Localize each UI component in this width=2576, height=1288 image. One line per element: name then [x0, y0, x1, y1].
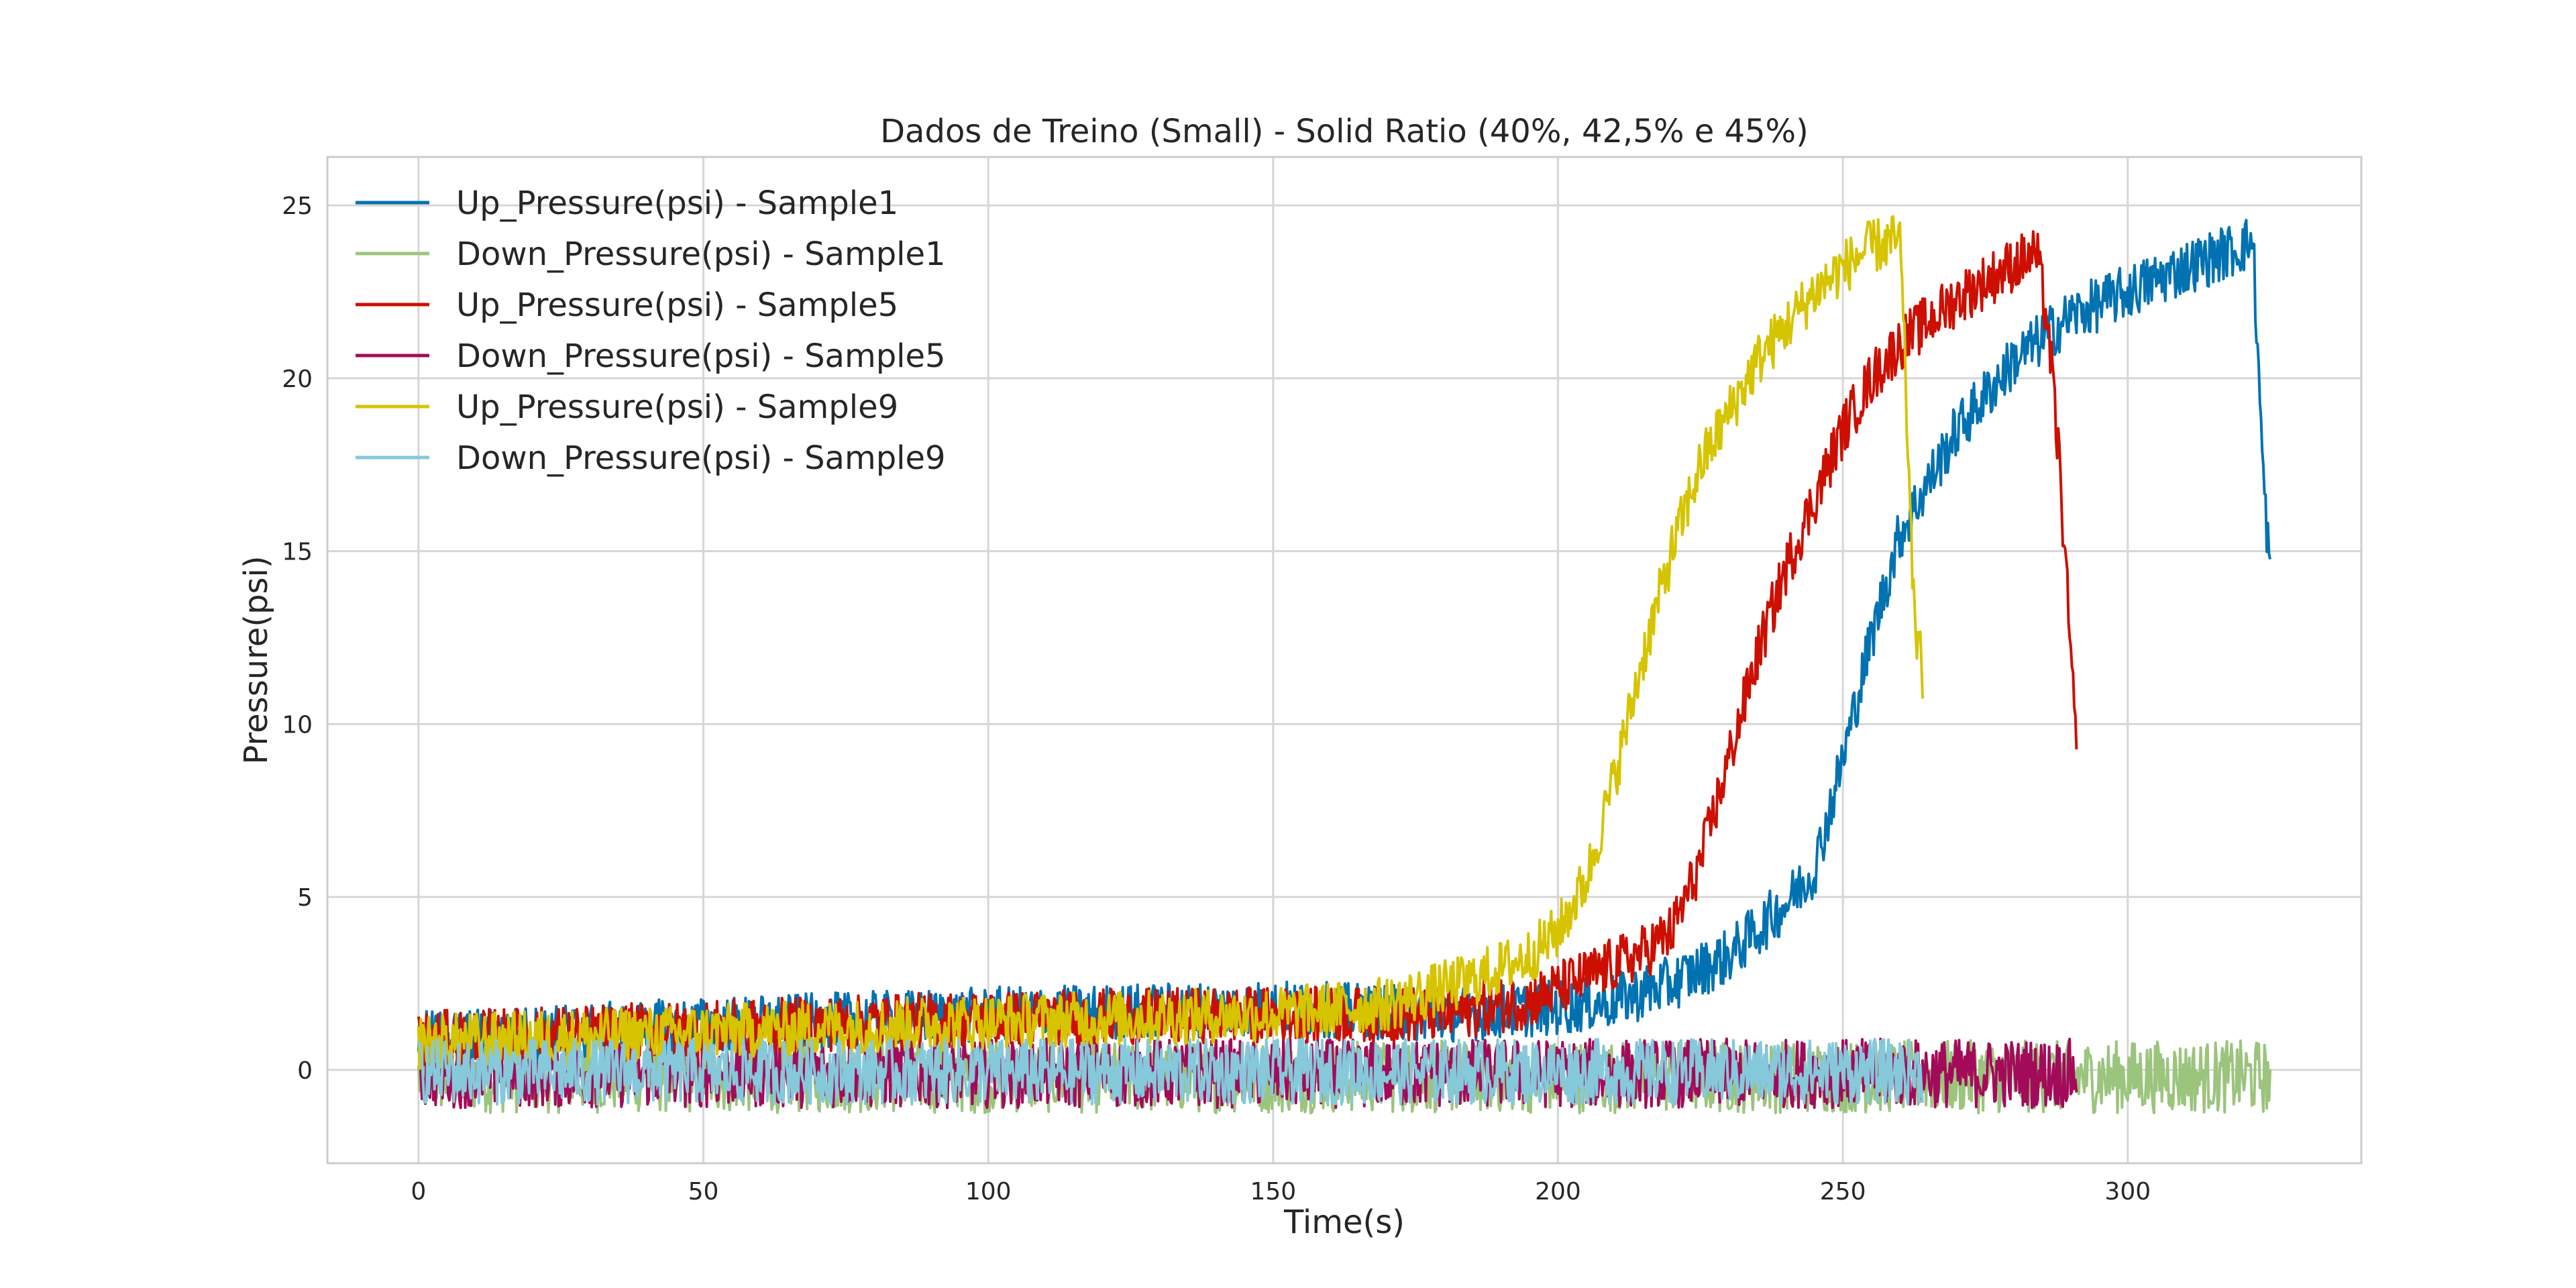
legend: Up_Pressure(psi) - Sample1 Down_Pressure(… [356, 184, 946, 477]
y-axis-label: Pressure(psi) [237, 555, 275, 764]
series-lines [417, 215, 2272, 1115]
series-line [417, 1037, 1924, 1106]
y-tick-label: 15 [282, 539, 313, 566]
x-tick-label: 0 [411, 1178, 426, 1205]
chart-title: Dados de Treino (Small) - Solid Ratio (4… [880, 113, 1809, 150]
x-tick-label: 250 [1820, 1178, 1866, 1205]
y-tick-label: 20 [282, 366, 313, 393]
legend-entry: Up_Pressure(psi) - Sample5 [456, 286, 898, 324]
legend-entry: Up_Pressure(psi) - Sample9 [456, 388, 898, 426]
x-tick-label: 150 [1250, 1178, 1296, 1205]
x-axis-label: Time(s) [1283, 1203, 1405, 1241]
tick-labels: 0 50 100 150 200 250 300 0 5 10 15 20 25 [282, 193, 2151, 1205]
legend-entry: Up_Pressure(psi) - Sample1 [456, 184, 898, 222]
legend-entry: Down_Pressure(psi) - Sample5 [456, 337, 946, 375]
x-tick-label: 200 [1535, 1178, 1581, 1205]
series-line [417, 215, 1924, 1070]
y-tick-label: 5 [297, 884, 313, 912]
x-tick-label: 300 [2104, 1178, 2151, 1205]
legend-entry: Down_Pressure(psi) - Sample9 [456, 439, 946, 477]
y-tick-label: 10 [282, 711, 313, 739]
x-tick-label: 100 [965, 1178, 1012, 1205]
y-tick-label: 0 [297, 1057, 313, 1085]
plot-frame [326, 156, 2363, 1165]
legend-entry: Down_Pressure(psi) - Sample1 [456, 235, 946, 273]
x-tick-label: 50 [688, 1178, 719, 1205]
y-tick-label: 25 [282, 193, 313, 220]
